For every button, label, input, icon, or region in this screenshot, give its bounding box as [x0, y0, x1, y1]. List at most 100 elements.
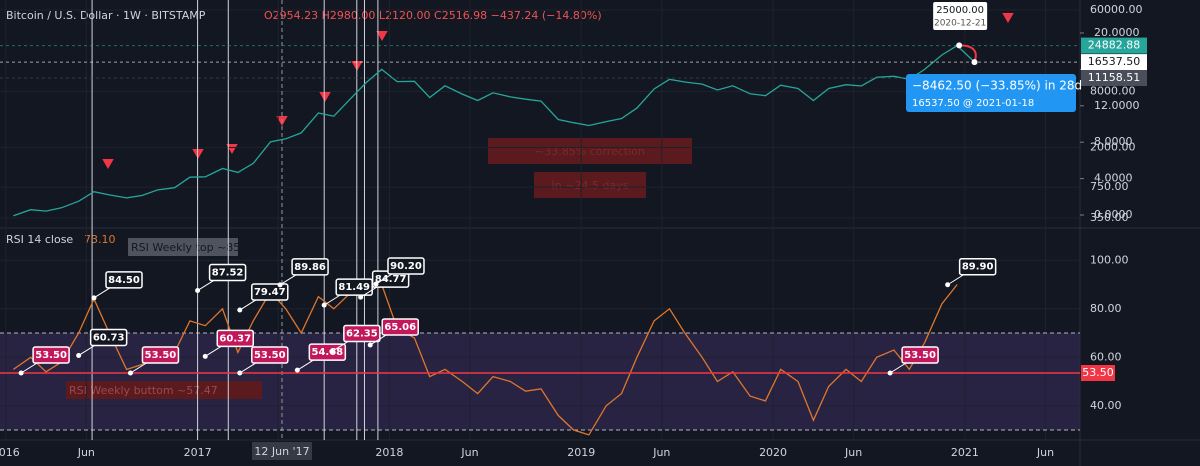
y-tick-label: 40.00	[1090, 399, 1122, 412]
callout-label: 53.50	[145, 350, 177, 361]
callout-point	[294, 367, 300, 373]
callout-point	[373, 281, 379, 287]
callout-point	[237, 370, 243, 376]
y2-tick-label: 4.0000	[1094, 172, 1133, 185]
callout-point	[91, 295, 97, 301]
callout-point	[237, 307, 243, 313]
callout-label: 53.50	[904, 350, 936, 361]
callout-label: 84.77	[375, 274, 407, 285]
y-tick-label: 2000.00	[1090, 141, 1136, 154]
callout-pointer	[279, 274, 297, 286]
callout-box	[251, 283, 289, 301]
measure-date: 2020-12-21	[934, 19, 986, 29]
callout-label: 84.50	[108, 275, 140, 286]
callout-label: 87.52	[212, 268, 244, 279]
callout-pointer	[93, 287, 111, 299]
y2-tick-label: 8.0000	[1094, 135, 1133, 148]
callout-point	[321, 302, 327, 308]
x-tick-label: Jun	[652, 446, 670, 459]
callout-pointer	[204, 345, 222, 357]
arrows	[102, 13, 1014, 170]
measure-subtext: 16537.50 @ 2021-01-18	[912, 98, 1034, 109]
callout-point	[202, 353, 208, 359]
rsi-bottom-note: RSI Weekly buttom ~57.47	[69, 384, 218, 397]
callout-box	[105, 271, 143, 289]
callout-label: 90.20	[390, 261, 422, 272]
crosshair-tag	[251, 442, 312, 460]
callout-pointer	[239, 362, 257, 374]
annotation: In ~24.5 days	[552, 179, 629, 192]
callout-point	[76, 352, 82, 358]
callout-label: 62.35	[346, 329, 378, 340]
callout-pointer	[78, 345, 95, 356]
callout-box	[343, 324, 381, 343]
rsi-title: RSI 14 close	[6, 233, 73, 246]
measure-box	[906, 74, 1076, 112]
note-box	[66, 381, 262, 399]
ohlc: O2954.23 H2980.00 L2120.00 C2516.98 −437…	[264, 9, 602, 22]
annotation: ~33.85% correction	[535, 145, 645, 158]
callout-label: 54.68	[312, 347, 344, 358]
price-tag-label: 24882.88	[1088, 39, 1141, 52]
x-tick-label: 2019	[567, 446, 595, 459]
callout-pointer	[947, 274, 964, 286]
level-label: 53.50	[1082, 366, 1114, 379]
crosshair-label: 12 Jun '17	[254, 445, 309, 458]
callout-box	[901, 346, 939, 364]
callout-pointer	[331, 341, 349, 352]
callout-pointer	[369, 334, 387, 346]
note-box	[128, 238, 238, 256]
callout-pointer	[297, 359, 314, 371]
callout-box	[251, 346, 289, 364]
y2-tick-label: 12.0000	[1094, 99, 1140, 112]
callout-label: 81.49	[338, 282, 370, 293]
y-tick-label: 350.00	[1090, 211, 1129, 224]
callout-box	[381, 318, 419, 336]
callout-box	[958, 257, 997, 276]
chart-title: Bitcoin / U.S. Dollar · 1W · BITSTAMP	[6, 9, 206, 22]
callout-point	[195, 288, 201, 294]
callout-box	[89, 328, 128, 347]
x-tick-label: 2020	[759, 446, 787, 459]
note-box	[534, 172, 646, 198]
callout-box	[208, 263, 247, 282]
note-box	[488, 138, 692, 164]
price-tag	[1081, 70, 1147, 87]
callout-point	[329, 349, 335, 355]
callout-label: 89.86	[294, 262, 326, 273]
callout-pointer	[889, 362, 907, 374]
callout-pointer	[360, 286, 377, 298]
date-box	[933, 2, 988, 30]
x-tick-label: Jun	[1036, 446, 1054, 459]
callout-point	[367, 342, 373, 348]
measure-point	[971, 59, 978, 66]
x-tick-label: Jun	[460, 446, 478, 459]
measure-from: 25000.00	[936, 5, 984, 16]
callout-label: 60.73	[93, 332, 125, 343]
callout-pointer	[130, 362, 147, 374]
callout-box	[216, 329, 255, 348]
rsi-top-note: RSI Weekly top ~85.32	[131, 241, 258, 254]
callout-pointer	[323, 294, 341, 306]
x-tick-label: Jun	[77, 446, 95, 459]
callout-pointer	[375, 273, 393, 285]
callout-box	[308, 343, 347, 361]
level-tag	[1081, 365, 1115, 382]
callout-label: 65.06	[384, 322, 416, 333]
x-tick-label: 2017	[184, 446, 212, 459]
y2-tick-label: 0.0000	[1094, 208, 1133, 221]
callout-point	[277, 282, 283, 288]
measure-point	[956, 42, 963, 49]
callout-point	[358, 294, 364, 300]
rsi-last: 73.10	[84, 233, 116, 246]
measure-text: −8462.50 (−33.85%) in 28d	[912, 79, 1082, 93]
y-tick-label: 80.00	[1090, 302, 1122, 315]
callout-label: 79.47	[254, 287, 286, 298]
callout-pointer	[239, 299, 257, 311]
callout-pointer	[197, 280, 214, 291]
y-tick-label: 8000.00	[1090, 84, 1136, 97]
callout-box	[141, 346, 180, 364]
callout-box	[387, 257, 425, 275]
x-tick-label: 2018	[375, 446, 403, 459]
